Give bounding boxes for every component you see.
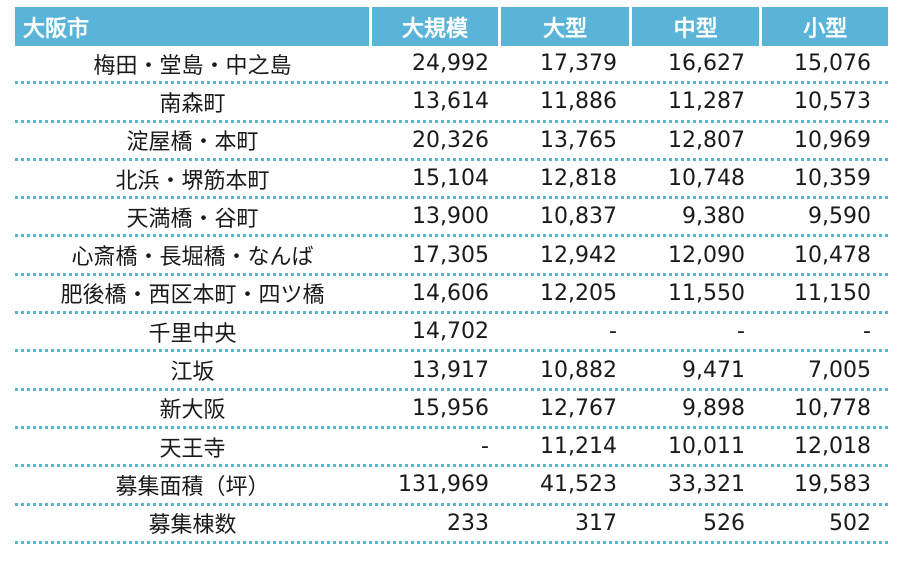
large-value: 10,837 [540, 204, 617, 230]
medium-value: 33,321 [668, 472, 745, 498]
medium-value: 10,011 [668, 434, 745, 460]
small-value: 10,969 [794, 127, 871, 153]
small-value: 502 [829, 510, 871, 536]
small-value: 19,583 [794, 472, 871, 498]
header-divider [628, 7, 632, 46]
table-row: 梅田・堂島・中之島 24,992 17,379 16,627 15,076 [15, 46, 888, 85]
area-name: 募集棟数 [148, 513, 237, 539]
large-scale-value: 17,305 [412, 242, 489, 268]
area-name: 北浜・堺筋本町 [115, 168, 270, 194]
header-divider [498, 7, 502, 46]
table-row: 新大阪 15,956 12,767 9,898 10,778 [15, 391, 888, 429]
header-divider [759, 7, 763, 46]
small-value: 15,076 [794, 51, 871, 77]
area-name: 心斎橋・長堀橋・なんば [71, 245, 314, 271]
large-value: 12,205 [540, 280, 617, 306]
large-value: 17,379 [540, 51, 617, 77]
area-name: 募集面積（坪） [115, 474, 270, 500]
large-value: - [609, 319, 617, 345]
medium-value: - [737, 319, 745, 345]
table-header: 大阪市 大規模 大型 中型 小型 [15, 7, 888, 46]
area-name: 梅田・堂島・中之島 [93, 53, 292, 79]
table-row: 淀屋橋・本町 20,326 13,765 12,807 10,969 [15, 123, 888, 161]
large-value: 12,942 [540, 242, 617, 268]
header-city: 大阪市 [23, 16, 90, 42]
large-value: 10,882 [540, 357, 617, 383]
medium-value: 10,748 [668, 166, 745, 192]
area-name: 江坂 [170, 360, 215, 386]
header-large-scale: 大規模 [402, 16, 469, 42]
small-value: 10,573 [794, 89, 871, 115]
large-scale-value: 233 [447, 510, 489, 536]
large-value: 11,886 [540, 89, 617, 115]
large-scale-value: 24,992 [412, 51, 489, 77]
large-scale-value: 15,956 [412, 395, 489, 421]
header-small: 小型 [803, 16, 848, 42]
large-scale-value: 131,969 [398, 472, 489, 498]
medium-value: 11,287 [668, 89, 745, 115]
table-row: 江坂 13,917 10,882 9,471 7,005 [15, 352, 888, 391]
large-scale-value: 15,104 [412, 166, 489, 192]
office-vacancy-table: 大阪市 大規模 大型 中型 小型 梅田・堂島・中之島 24,992 17,379 16… [15, 7, 888, 544]
header-medium: 中型 [673, 16, 718, 42]
small-value: 10,778 [794, 395, 871, 421]
large-value: 12,818 [540, 166, 617, 192]
area-name: 淀屋橋・本町 [126, 130, 259, 156]
table-row: 肥後橋・西区本町・四ツ橋 14,606 12,205 11,550 11,150 [15, 276, 888, 315]
small-value: 10,359 [794, 166, 871, 192]
large-scale-value: 13,900 [412, 204, 489, 230]
large-value: 11,214 [540, 434, 617, 460]
large-scale-value: 13,917 [412, 357, 489, 383]
header-divider [368, 7, 372, 46]
small-value: 9,590 [808, 204, 871, 230]
large-value: 13,765 [540, 127, 617, 153]
table-row: 天王寺 - 11,214 10,011 12,018 [15, 429, 888, 468]
large-scale-value: 13,614 [412, 89, 489, 115]
small-value: 10,478 [794, 242, 871, 268]
table-row: 千里中央 14,702 - - - [15, 314, 888, 353]
small-value: - [863, 319, 871, 345]
medium-value: 526 [703, 510, 745, 536]
medium-value: 16,627 [668, 51, 745, 77]
small-value: 12,018 [794, 434, 871, 460]
medium-value: 9,898 [682, 395, 745, 421]
table-body: 梅田・堂島・中之島 24,992 17,379 16,627 15,076 南森町 13,6… [15, 46, 888, 544]
header-large: 大型 [543, 16, 588, 42]
large-value: 12,767 [540, 395, 617, 421]
area-name: 肥後橋・西区本町・四ツ橋 [60, 283, 325, 309]
area-name: 天王寺 [159, 436, 226, 462]
large-scale-value: 14,606 [412, 280, 489, 306]
large-value: 41,523 [540, 472, 617, 498]
medium-value: 12,807 [668, 127, 745, 153]
table-row: 南森町 13,614 11,886 11,287 10,573 [15, 84, 888, 123]
small-value: 11,150 [794, 280, 871, 306]
medium-value: 12,090 [668, 242, 745, 268]
small-value: 7,005 [808, 357, 871, 383]
large-scale-value: - [481, 434, 489, 460]
table-row: 募集面積（坪） 131,969 41,523 33,321 19,583 [15, 467, 888, 506]
area-name: 南森町 [159, 91, 226, 117]
area-name: 天満橋・谷町 [126, 206, 259, 232]
medium-value: 9,471 [682, 357, 745, 383]
table-row: 心斎橋・長堀橋・なんば 17,305 12,942 12,090 10,478 [15, 237, 888, 276]
table-row: 募集棟数 233 317 526 502 [15, 506, 888, 544]
medium-value: 9,380 [682, 204, 745, 230]
large-value: 317 [575, 510, 617, 536]
medium-value: 11,550 [668, 280, 745, 306]
table-row: 天満橋・谷町 13,900 10,837 9,380 9,590 [15, 199, 888, 238]
table-row: 北浜・堺筋本町 15,104 12,818 10,748 10,359 [15, 161, 888, 200]
area-name: 千里中央 [148, 321, 237, 347]
large-scale-value: 14,702 [412, 319, 489, 345]
large-scale-value: 20,326 [412, 127, 489, 153]
area-name: 新大阪 [159, 398, 226, 424]
